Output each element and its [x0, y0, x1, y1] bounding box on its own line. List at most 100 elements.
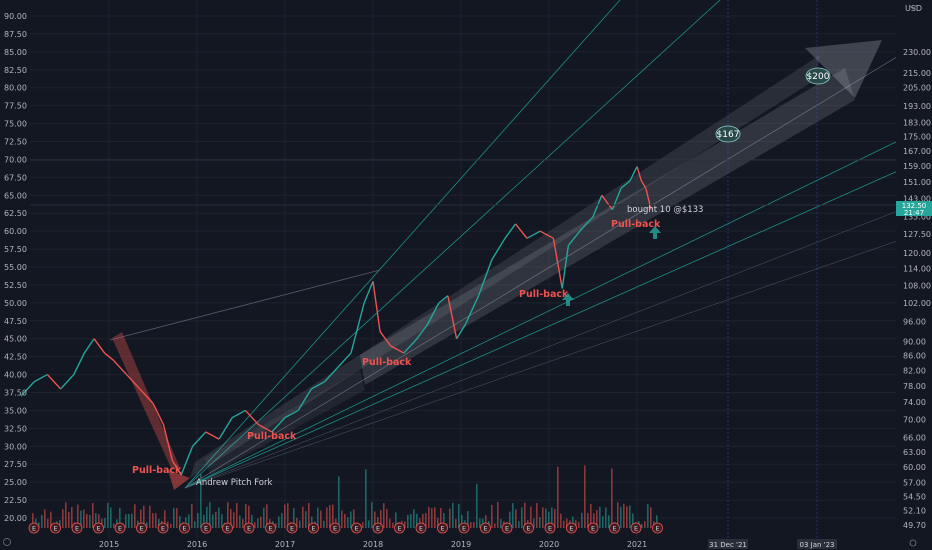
- price-segment: [539, 230, 554, 239]
- earnings-marker[interactable]: E: [114, 522, 126, 534]
- left-axis-tick-label: 65.00: [4, 191, 27, 200]
- volume-bar: [191, 504, 193, 528]
- left-axis-tick-label: 85.00: [4, 48, 27, 57]
- right-axis-tick-label: 57.00: [903, 479, 926, 488]
- earnings-marker[interactable]: E: [243, 522, 255, 534]
- earnings-marker[interactable]: E: [265, 522, 276, 534]
- volume-bar: [347, 517, 349, 528]
- left-axis-tick-label: 42.50: [4, 353, 27, 362]
- left-axis-tick-label: 35.00: [4, 406, 27, 415]
- settings-icon[interactable]: [909, 539, 917, 547]
- x-axis: 2015 2016 2017 2018 2019 2020 2021: [0, 538, 932, 550]
- earnings-marker[interactable]: E: [351, 522, 362, 534]
- price-segment: [645, 187, 652, 210]
- volume-bar: [50, 511, 52, 528]
- price-segment: [337, 352, 352, 368]
- earnings-marker[interactable]: E: [329, 522, 341, 534]
- collapse-icon[interactable]: [908, 4, 918, 10]
- earnings-marker[interactable]: E: [480, 522, 491, 534]
- volume-bar: [239, 515, 241, 528]
- earnings-marker[interactable]: E: [501, 522, 513, 534]
- earnings-marker-label: E: [96, 525, 100, 533]
- volume-bar: [485, 515, 487, 528]
- price-segment: [171, 460, 182, 476]
- earnings-marker[interactable]: E: [308, 522, 319, 534]
- earnings-marker[interactable]: E: [652, 522, 663, 534]
- volume-bar: [632, 513, 634, 528]
- earnings-marker[interactable]: E: [394, 522, 405, 534]
- price-segment: [192, 431, 207, 447]
- volume-bar: [425, 513, 427, 528]
- earnings-marker-label: E: [268, 525, 272, 533]
- price-segment: [447, 295, 458, 339]
- volume-bar: [101, 518, 103, 528]
- volume-bar: [338, 476, 340, 528]
- volume-bar: [206, 506, 208, 528]
- right-axis-tick-label: 60.00: [903, 463, 926, 472]
- earnings-marker[interactable]: E: [50, 522, 61, 534]
- right-axis-tick-label: 49.70: [903, 521, 926, 530]
- earnings-marker[interactable]: E: [28, 522, 40, 534]
- earnings-marker[interactable]: E: [200, 522, 212, 534]
- volume-bar: [647, 504, 649, 528]
- price-segment: [284, 409, 299, 419]
- volume-bar: [377, 517, 379, 528]
- earnings-marker[interactable]: E: [609, 522, 620, 534]
- earnings-marker[interactable]: E: [286, 522, 298, 534]
- earnings-marker[interactable]: E: [71, 522, 83, 534]
- volume-bar: [584, 465, 586, 528]
- left-axis-tick-label: 87.50: [4, 30, 27, 39]
- earnings-marker-label: E: [247, 525, 251, 533]
- volume-bar: [32, 513, 34, 528]
- volume-bar: [287, 503, 289, 528]
- volume-bar: [149, 505, 151, 528]
- earnings-marker[interactable]: E: [437, 522, 448, 534]
- volume-bar: [404, 521, 406, 528]
- volume-bar: [230, 509, 232, 528]
- left-axis-tick-label: 60.00: [4, 227, 27, 236]
- volume-bar: [452, 502, 454, 528]
- left-axis-tick-label: 30.00: [4, 442, 27, 451]
- volume-bar: [416, 513, 418, 528]
- earnings-marker[interactable]: E: [458, 522, 470, 534]
- price-segment: [372, 281, 381, 332]
- earnings-marker[interactable]: E: [523, 522, 534, 534]
- earnings-marker[interactable]: E: [179, 522, 190, 534]
- volume-bar: [167, 521, 169, 528]
- earnings-marker[interactable]: E: [630, 522, 642, 534]
- volume-bar: [266, 504, 268, 528]
- right-axis-tick-label: 86.00: [903, 352, 926, 361]
- price-segment: [390, 345, 405, 354]
- earnings-marker[interactable]: E: [222, 522, 233, 534]
- volume-bar: [515, 509, 517, 528]
- volume-bar: [500, 519, 502, 528]
- earnings-marker[interactable]: E: [566, 522, 577, 534]
- volume-bar: [47, 518, 49, 528]
- earnings-marker[interactable]: E: [415, 522, 427, 534]
- price-segment: [46, 374, 62, 390]
- right-axis-tick-label: 54.50: [903, 493, 926, 502]
- price-segment: [426, 302, 440, 325]
- left-axis-tick-label: 62.50: [4, 209, 27, 218]
- volume-bar: [461, 514, 463, 528]
- earnings-marker-label: E: [655, 525, 659, 533]
- volume-bar: [296, 517, 298, 528]
- price-segment: [244, 409, 260, 426]
- earnings-marker[interactable]: E: [372, 522, 384, 534]
- volume-bar: [77, 504, 79, 528]
- price-segment: [205, 431, 220, 440]
- right-axis-tick-label: 183.00: [903, 119, 931, 128]
- earnings-marker[interactable]: E: [587, 522, 599, 534]
- earnings-marker-label: E: [290, 525, 294, 533]
- volume-bar: [611, 468, 613, 528]
- earnings-marker[interactable]: E: [93, 522, 104, 534]
- left-axis-tick-label: 40.00: [4, 371, 27, 380]
- earnings-marker[interactable]: E: [544, 522, 556, 534]
- earnings-marker[interactable]: E: [136, 522, 147, 534]
- earnings-marker[interactable]: E: [157, 522, 169, 534]
- volume-bar: [431, 507, 433, 528]
- volume-bar: [146, 522, 148, 528]
- x-axis-tick-label: 2016: [187, 540, 207, 549]
- right-axis-tick-label: 96.00: [903, 318, 926, 327]
